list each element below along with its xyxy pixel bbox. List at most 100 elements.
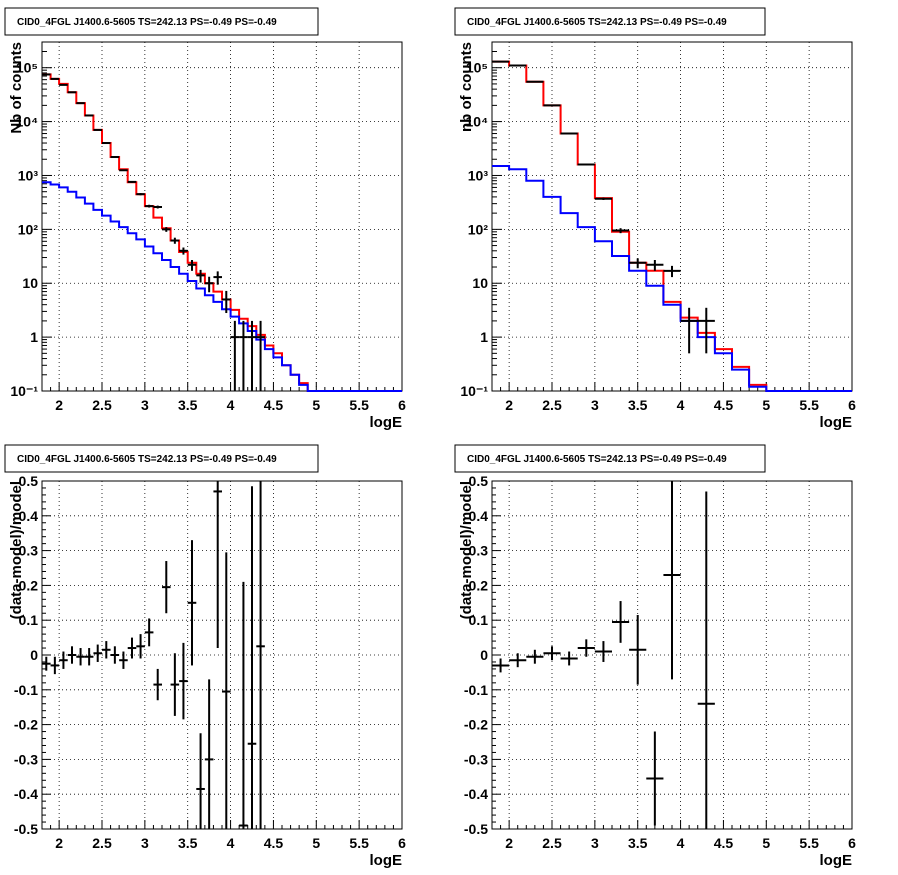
x-tick-label: 2 [55,835,63,851]
data-point [612,228,630,234]
y-axis-label: nb of counts [458,42,475,132]
x-tick-label: 3 [591,397,599,413]
y-tick-label: 0 [480,647,488,663]
x-axis-label: logE [820,414,853,431]
y-axis-label: Nb of counts [8,42,25,134]
data-point [680,307,698,354]
x-tick-label: 3.5 [628,397,648,413]
data-point [646,731,664,826]
data-point [577,639,595,657]
data-point [144,204,154,208]
y-tick-label: -0.3 [464,751,488,767]
data-point [110,156,120,159]
y-axis-label: (data-model)/model [458,481,475,619]
x-tick-label: 5.5 [349,835,369,851]
data-point [196,733,205,829]
data-point [59,651,68,669]
data-point [646,259,664,271]
title-box [4,444,319,473]
data-point [629,258,647,269]
data-point [697,491,715,829]
y-tick-label: 0.5 [19,473,39,489]
data-point [136,193,145,196]
chart-title: CID0_4FGL J1400.6-5605 TS=242.13 PS=-0.4… [17,454,277,465]
y-tick-label: 1 [480,329,488,345]
x-tick-label: 6 [398,397,406,413]
data-point [612,601,630,643]
data-point [162,227,171,232]
data-point [204,679,214,829]
data-point [110,646,120,664]
x-axis-label: logE [370,852,403,869]
y-tick-label: 10 [22,275,38,291]
data-point [560,132,578,135]
series-line-1 [492,60,852,392]
x-axis-label: logE [370,414,403,431]
data-point [162,561,171,614]
panel-2: CID0_4FGL J1400.6-5605 TS=242.13 PS=-0.4… [454,7,856,431]
y-tick-label: 10 [472,275,488,291]
data-point [127,637,137,659]
data-point [560,651,578,666]
x-tick-label: 5 [762,397,770,413]
chart-title: CID0_4FGL J1400.6-5605 TS=242.13 PS=-0.4… [467,17,727,28]
data-point [127,180,137,183]
x-tick-label: 4 [677,835,685,851]
x-tick-label: 4.5 [264,835,284,851]
data-point [247,486,257,829]
x-tick-label: 5.5 [799,835,819,851]
y-tick-label: 10⁻¹ [10,383,38,399]
y-tick-label: -0.1 [464,682,488,698]
x-tick-label: 6 [848,397,856,413]
x-tick-label: 5.5 [799,397,819,413]
data-point [213,481,222,649]
x-tick-label: 4 [227,397,235,413]
data-point [543,646,561,661]
x-tick-label: 6 [848,835,856,851]
x-tick-label: 4.5 [264,397,284,413]
y-tick-label: 0.4 [19,508,39,524]
data-point [76,648,85,666]
data-point [526,649,544,664]
x-tick-label: 2.5 [92,397,112,413]
data-point [102,142,111,145]
x-tick-label: 5.5 [349,397,369,413]
y-tick-label: 0.4 [469,508,489,524]
y-tick-label: 0 [30,647,38,663]
data-point [247,320,257,391]
title-box [4,7,319,36]
panel-1: CID0_4FGL J1400.6-5605 TS=242.13 PS=-0.4… [4,7,406,431]
y-tick-label: 0.3 [19,543,39,559]
x-tick-label: 3 [141,397,149,413]
y-tick-label: -0.2 [464,717,488,733]
x-tick-label: 3.5 [178,835,198,851]
x-tick-label: 4.5 [714,835,734,851]
data-point [187,259,197,271]
y-tick-label: -0.4 [14,786,38,802]
chart-title: CID0_4FGL J1400.6-5605 TS=242.13 PS=-0.4… [467,454,727,465]
x-tick-label: 6 [398,835,406,851]
data-point [222,290,231,314]
data-point [230,320,240,391]
data-point [102,641,111,659]
y-tick-label: 0.5 [469,473,489,489]
y-tick-label: 0.2 [469,577,489,593]
y-tick-label: 0.2 [19,577,39,593]
data-point [629,614,647,685]
y-tick-label: -0.5 [464,821,488,837]
data-point [239,320,248,391]
title-box [454,444,766,473]
series-line-2 [492,165,852,392]
data-point [119,651,128,669]
y-tick-label: 10⁵ [466,60,488,76]
data-point [663,481,681,680]
y-tick-label: 10² [18,221,39,237]
y-tick-label: 10⁴ [16,114,39,130]
x-tick-label: 5 [312,397,320,413]
data-point [509,653,527,668]
y-tick-label: 10⁵ [16,60,38,76]
data-point [136,634,145,659]
y-tick-label: 10⁻¹ [460,383,488,399]
x-tick-label: 2.5 [542,835,562,851]
